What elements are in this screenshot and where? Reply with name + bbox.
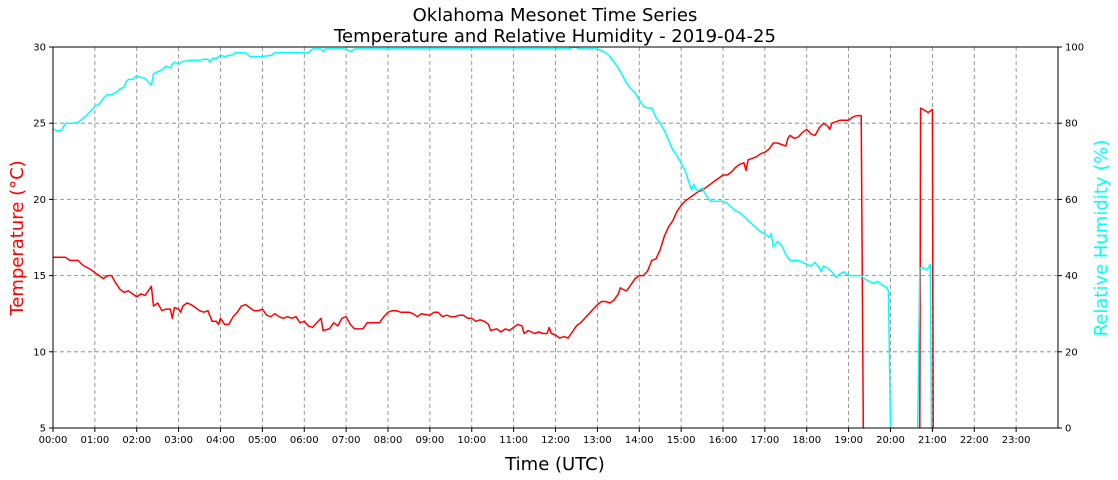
x-tick-label: 04:00	[206, 435, 235, 446]
x-axis-label: Time (UTC)	[504, 454, 605, 475]
x-tick-label: 21:00	[918, 435, 947, 446]
x-tick-label: 12:00	[541, 435, 570, 446]
right-y-tick-label: 0	[1065, 424, 1071, 435]
right-y-axis-label: Relative Humidity (%)	[1091, 140, 1112, 337]
temperature-line	[919, 107, 934, 429]
x-tick-label: 10:00	[457, 435, 486, 446]
x-tick-label: 07:00	[332, 435, 361, 446]
left-y-tick-label: 15	[33, 271, 46, 282]
left-y-axis-ticks: 5 10 15 20 25 30	[33, 43, 53, 435]
x-tick-label: 09:00	[415, 435, 444, 446]
x-tick-label: 18:00	[792, 435, 821, 446]
x-tick-label: 23:00	[1002, 435, 1031, 446]
left-y-tick-label: 5	[40, 424, 46, 435]
x-tick-label: 08:00	[374, 435, 403, 446]
right-y-tick-label: 80	[1065, 119, 1078, 130]
x-tick-label: 22:00	[960, 435, 989, 446]
x-tick-label: 15:00	[667, 435, 696, 446]
humidity-line	[52, 46, 892, 429]
x-tick-label: 00:00	[39, 435, 68, 446]
x-tick-label: 05:00	[248, 435, 277, 446]
chart-subtitle: Temperature and Relative Humidity - 2019…	[333, 26, 776, 47]
left-y-tick-label: 10	[33, 347, 46, 358]
left-y-tick-label: 20	[33, 195, 46, 206]
chart-title: Oklahoma Mesonet Time Series	[413, 5, 698, 26]
right-y-tick-label: 100	[1065, 43, 1084, 54]
x-tick-label: 17:00	[750, 435, 779, 446]
right-y-tick-label: 60	[1065, 195, 1078, 206]
x-tick-label: 01:00	[80, 435, 109, 446]
right-y-axis-ticks: 0 20 40 60 80 100	[1058, 43, 1084, 435]
x-tick-label: 11:00	[499, 435, 528, 446]
x-axis-ticks: 00:00 01:00 02:00 03:00 04:00 05:00 06:00 07:00…	[39, 428, 1031, 446]
x-tick-label: 02:00	[122, 435, 151, 446]
x-tick-label: 03:00	[164, 435, 193, 446]
left-y-axis-label: Temperature (°C)	[7, 160, 28, 316]
right-y-tick-label: 20	[1065, 347, 1078, 358]
x-tick-label: 14:00	[625, 435, 654, 446]
x-tick-label: 19:00	[834, 435, 863, 446]
temperature-line	[53, 114, 865, 429]
left-y-tick-label: 30	[33, 43, 46, 54]
left-y-tick-label: 25	[33, 119, 46, 130]
grid-lines	[53, 47, 1058, 428]
humidity-line	[916, 263, 933, 429]
x-tick-label: 16:00	[709, 435, 738, 446]
x-tick-label: 06:00	[290, 435, 319, 446]
x-tick-label: 13:00	[583, 435, 612, 446]
x-tick-label: 20:00	[876, 435, 905, 446]
right-y-tick-label: 40	[1065, 271, 1078, 282]
series-lines	[52, 46, 934, 429]
